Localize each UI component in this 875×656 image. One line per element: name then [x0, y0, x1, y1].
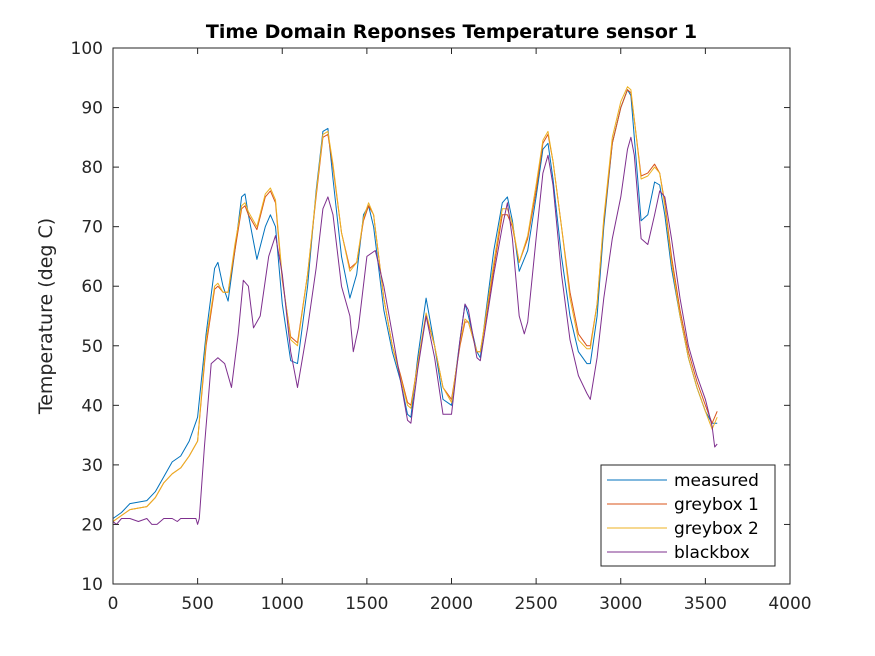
legend-entries: measured greybox 1 greybox 2 blackbox	[607, 471, 759, 563]
x-tick-label: 1500	[345, 594, 388, 614]
y-tick-label: 30	[81, 456, 103, 476]
y-tick-label: 60	[81, 277, 103, 297]
x-tick-label: 500	[181, 594, 213, 614]
x-tick-label: 2500	[514, 594, 557, 614]
y-axis: 10 20 30 40 50 60 70 80 90 100	[71, 39, 790, 595]
legend-box	[600, 464, 776, 567]
legend-label: greybox 2	[674, 519, 759, 539]
series-line-blackbox	[112, 136, 718, 525]
legend-label: greybox 1	[674, 495, 759, 515]
x-tick-label: 1000	[261, 594, 304, 614]
y-tick-label: 80	[81, 158, 103, 178]
x-tick-label: 3000	[599, 594, 642, 614]
y-tick-label: 20	[81, 515, 103, 535]
chart-title: Time Domain Reponses Temperature sensor …	[206, 21, 697, 43]
legend-label: measured	[674, 471, 759, 491]
x-tick-label: 4000	[768, 594, 811, 614]
x-axis: 0 500 1000 1500 2000 2500 3000 3500 4000	[108, 48, 812, 614]
series-layer	[112, 86, 718, 525]
y-tick-label: 50	[81, 337, 103, 357]
legend-label: blackbox	[674, 543, 750, 563]
x-tick-label: 2000	[430, 594, 473, 614]
series-line-greybox-2	[112, 86, 718, 522]
y-tick-label: 70	[81, 218, 103, 238]
y-tick-label: 90	[81, 99, 103, 119]
x-tick-label: 0	[108, 594, 119, 614]
y-tick-label: 100	[71, 39, 103, 59]
y-tick-label: 10	[81, 575, 103, 595]
legend: measured greybox 1 greybox 2 blackbox	[600, 464, 776, 567]
y-tick-label: 40	[81, 396, 103, 416]
y-axis-label: Temperature (deg C)	[35, 218, 57, 415]
x-tick-label: 3500	[684, 594, 727, 614]
